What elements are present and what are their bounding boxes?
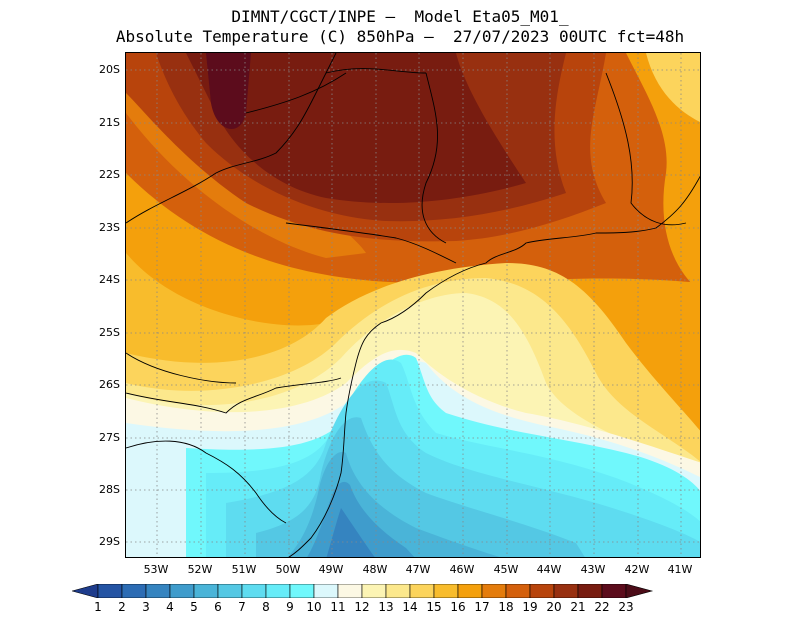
lon-label: 47W	[405, 563, 431, 576]
colorbar-swatch	[529, 584, 555, 598]
colorbar-swatch	[505, 584, 531, 598]
lon-label: 51W	[231, 563, 257, 576]
colorbar-swatch	[121, 584, 147, 598]
colorbar-level-label: 7	[238, 600, 246, 614]
colorbar-swatch	[409, 584, 435, 598]
lon-label: 53W	[143, 563, 169, 576]
colorbar-level-label: 2	[118, 600, 126, 614]
colorbar-level-label: 13	[378, 600, 394, 614]
lat-label: 20S	[99, 63, 120, 76]
field-16-west	[126, 253, 336, 372]
colorbar-level-label: 4	[166, 600, 174, 614]
field-17-east	[626, 53, 700, 292]
colorbar-level-label: 23	[618, 600, 634, 614]
colorbar-swatch	[481, 584, 507, 598]
lat-lon-grid	[126, 53, 700, 557]
field-23	[206, 53, 251, 130]
colorbar-level-label: 5	[190, 600, 198, 614]
colorbar-level-label: 3	[142, 600, 150, 614]
colorbar-level-label: 14	[402, 600, 418, 614]
map-panel	[125, 52, 701, 558]
lon-label: 45W	[493, 563, 519, 576]
lon-label: 41W	[667, 563, 693, 576]
colorbar-swatch	[289, 584, 315, 598]
field-22	[186, 53, 526, 203]
lon-label: 43W	[580, 563, 606, 576]
colorbar-level-label: 11	[330, 600, 346, 614]
lat-label: 24S	[99, 273, 120, 286]
colorbar-swatch	[241, 584, 267, 598]
colorbar-level-label: 19	[522, 600, 538, 614]
colorbar-swatch	[145, 584, 171, 598]
lat-label: 28S	[99, 483, 120, 496]
lon-label: 49W	[318, 563, 344, 576]
colorbar-right-arrow	[625, 584, 654, 598]
colorbar-left-arrow	[72, 584, 99, 598]
lon-label: 52W	[187, 563, 213, 576]
coastline-and-borders	[126, 53, 700, 557]
lat-label: 27S	[99, 431, 120, 444]
colorbar-swatch	[433, 584, 459, 598]
colorbar-swatch	[553, 584, 579, 598]
colorbar-swatch	[193, 584, 219, 598]
colorbar-level-label: 10	[306, 600, 322, 614]
field-16-east	[646, 53, 700, 122]
lon-label: 48W	[362, 563, 388, 576]
colorbar-level-label: 12	[354, 600, 370, 614]
colorbar-level-label: 22	[594, 600, 610, 614]
colorbar-level-label: 1	[94, 600, 102, 614]
colorbar-swatch	[97, 584, 123, 598]
colorbar-level-label: 18	[498, 600, 514, 614]
colorbar-level-label: 9	[286, 600, 294, 614]
colorbar-level-label: 8	[262, 600, 270, 614]
lon-label: 44W	[536, 563, 562, 576]
lat-label: 23S	[99, 221, 120, 234]
colorbar-swatch	[265, 584, 291, 598]
field-4	[326, 508, 375, 557]
colorbar-swatch	[169, 584, 195, 598]
lon-label: 50W	[275, 563, 301, 576]
colorbar-swatch	[601, 584, 627, 598]
lon-label: 42W	[624, 563, 650, 576]
title-line-1: DIMNT/CGCT/INPE – Model Eta05_M01_	[231, 7, 569, 26]
lat-label: 21S	[99, 116, 120, 129]
colorbar-level-label: 17	[474, 600, 490, 614]
colorbar-swatch	[313, 584, 339, 598]
lat-label: 25S	[99, 326, 120, 339]
colorbar-level-label: 16	[450, 600, 466, 614]
colorbar-level-label: 20	[546, 600, 562, 614]
lat-label: 26S	[99, 378, 120, 391]
lat-label: 22S	[99, 168, 120, 181]
colorbar-level-label: 21	[570, 600, 586, 614]
colorbar-swatch	[337, 584, 363, 598]
title-line-2: Absolute Temperature (C) 850hPa – 27/07/…	[115, 27, 685, 46]
temperature-field-map	[126, 53, 700, 557]
colorbar-swatch	[217, 584, 243, 598]
colorbar-level-label: 6	[214, 600, 222, 614]
colorbar	[72, 584, 654, 598]
colorbar-swatch	[577, 584, 603, 598]
colorbar-level-label: 15	[426, 600, 442, 614]
colorbar-swatch	[457, 584, 483, 598]
colorbar-swatch	[361, 584, 387, 598]
lon-label: 46W	[449, 563, 475, 576]
lat-label: 29S	[99, 535, 120, 548]
colorbar-swatch	[385, 584, 411, 598]
